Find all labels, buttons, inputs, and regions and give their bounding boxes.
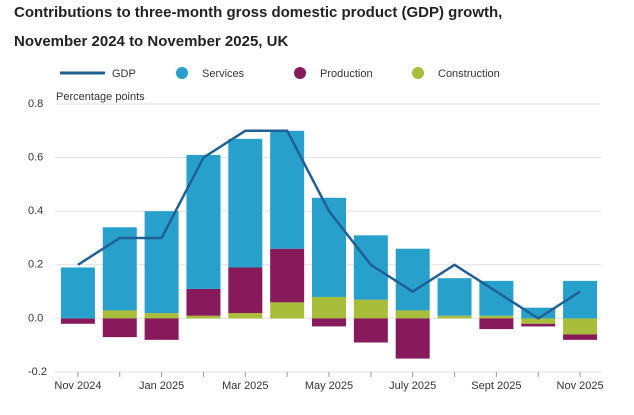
y-axis-label: Percentage points bbox=[56, 91, 145, 103]
legend-label: Construction bbox=[438, 68, 500, 80]
bar-segment bbox=[144, 313, 179, 319]
bar-segment bbox=[186, 154, 221, 289]
bar-segment bbox=[228, 267, 263, 314]
bar-segment bbox=[60, 318, 95, 324]
x-tick-label: July 2025 bbox=[389, 380, 436, 392]
y-tick-label: 0.8 bbox=[28, 98, 43, 110]
bar-segment bbox=[521, 307, 556, 319]
chart-subtitle: November 2024 to November 2025, UK bbox=[14, 33, 288, 50]
bar-segment bbox=[479, 318, 514, 330]
bar-segment bbox=[312, 296, 346, 319]
bar-segment bbox=[102, 318, 137, 338]
bar-segment bbox=[395, 310, 430, 319]
bar-segment bbox=[312, 318, 346, 327]
y-tick-label: 0.0 bbox=[28, 312, 43, 324]
bar-segment bbox=[228, 138, 263, 268]
bar-segment bbox=[353, 299, 388, 319]
bar-segment bbox=[521, 318, 556, 324]
bar-segment bbox=[437, 278, 472, 316]
bar-segment bbox=[270, 302, 305, 319]
x-tick-label: Sept 2025 bbox=[471, 380, 521, 392]
bar-segment bbox=[102, 227, 137, 311]
bar-segment bbox=[563, 318, 598, 335]
bar-segment bbox=[395, 248, 430, 311]
bar-segment bbox=[521, 323, 556, 327]
legend-swatch bbox=[176, 67, 188, 79]
gdp-line bbox=[77, 129, 581, 320]
x-tick-label: Mar 2025 bbox=[222, 380, 268, 392]
bar-segment bbox=[186, 288, 221, 316]
legend-label: Production bbox=[320, 68, 373, 80]
legend-label: Services bbox=[202, 68, 245, 80]
bar-segment bbox=[144, 211, 179, 314]
x-tick-label: May 2025 bbox=[305, 380, 353, 392]
bar-segment bbox=[353, 235, 388, 300]
y-tick-label: -0.2 bbox=[28, 366, 47, 378]
bar-segment bbox=[479, 315, 514, 319]
bar-segment bbox=[270, 130, 305, 249]
legend-label: GDP bbox=[112, 68, 136, 80]
x-tick-label: Nov 2025 bbox=[557, 380, 604, 392]
legend-swatch bbox=[412, 67, 424, 79]
legend-swatch bbox=[294, 67, 306, 79]
bar-segment bbox=[353, 318, 388, 343]
y-tick-label: 0.4 bbox=[28, 205, 43, 217]
bar-segment bbox=[186, 315, 221, 319]
bar-segment bbox=[228, 313, 263, 319]
bar-segment bbox=[102, 310, 137, 319]
x-tick-label: Nov 2024 bbox=[54, 380, 101, 392]
bar-segment bbox=[312, 197, 346, 297]
y-tick-label: 0.2 bbox=[28, 259, 43, 271]
y-tick-label: 0.6 bbox=[28, 152, 43, 164]
bar-segment bbox=[395, 318, 430, 359]
x-tick-label: Jan 2025 bbox=[139, 380, 184, 392]
bar-segment bbox=[60, 267, 95, 319]
bar-segment bbox=[144, 318, 179, 340]
legend: GDP Services Production Construction bbox=[60, 67, 500, 80]
bar-segment bbox=[563, 334, 598, 340]
bar-segment bbox=[270, 248, 305, 303]
bar-segment bbox=[437, 315, 472, 319]
chart-title: Contributions to three-month gross domes… bbox=[14, 4, 502, 21]
